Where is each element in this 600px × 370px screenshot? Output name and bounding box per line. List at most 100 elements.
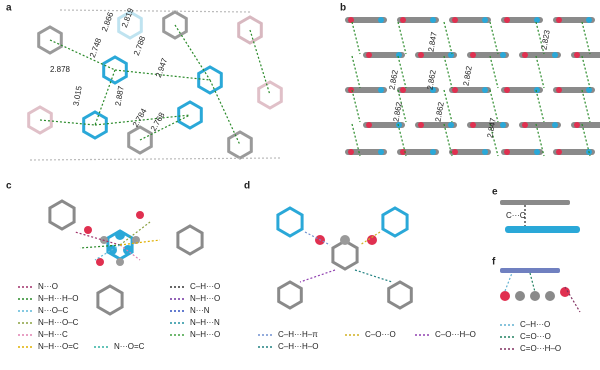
h-bond [443,21,453,55]
molecule-ring [102,55,128,85]
atom [522,52,528,58]
atom [400,17,406,23]
atom [448,122,454,128]
h-bond [529,272,536,293]
molecule-layer [449,149,491,155]
legend-label: N···O=C [114,342,145,351]
h-bond [29,157,281,161]
atom [470,52,476,58]
h-bond [535,21,545,55]
legend-label: N···N [190,306,210,315]
legend-label: C–H···H–O [278,342,318,351]
h-bond [94,69,116,126]
atom [378,149,384,155]
molecule-layer [500,268,560,273]
atom [504,149,510,155]
molecule-ring [387,280,413,310]
h-bond [489,89,499,123]
h-bond [443,55,453,89]
molecule-layer [345,87,387,93]
legend-label: C–H···H–π [278,330,318,339]
h-bond [443,89,453,123]
atom [430,149,436,155]
panel-label: a [6,3,12,14]
legend-label: N–H···O=C [38,342,79,351]
distance-label: 2.784 [131,106,149,128]
molecule-layer [449,87,491,93]
atom [470,122,476,128]
atom [452,87,458,93]
distance-label: 2.862 [461,65,473,87]
molecule-layer [467,122,509,128]
panel-label: e [492,187,498,198]
atom [418,122,424,128]
h-bond [581,123,591,157]
molecule-ring [82,110,108,140]
molecule-layer [397,17,439,23]
h-bond [304,231,331,246]
atom [348,87,354,93]
molecule-ring [48,199,76,231]
h-bond [351,89,361,123]
atom [534,87,540,93]
legend-label: C=O···H–O [520,344,561,353]
distance-label: 2.823 [539,29,551,51]
h-bond [504,272,513,292]
distance-label: 2.788 [132,34,147,56]
h-bond [397,21,407,55]
atom [348,17,354,23]
h-bond [354,269,393,283]
annotation: C···C [506,211,526,220]
legend-label: N···O–C [38,306,68,315]
h-bond [174,24,211,81]
molecule-layer [501,87,543,93]
molecule-layer [553,87,595,93]
panel-label: d [244,181,250,192]
molecule-ring [381,206,409,238]
atom [430,17,436,23]
atom [400,87,406,93]
molecule-layer [467,52,509,58]
molecule-ring [331,239,359,271]
atom [534,17,540,23]
atom [530,291,540,301]
h-bond [535,55,545,89]
molecule-layer [397,87,439,93]
molecule-ring [27,105,53,135]
molecule-layer [397,149,439,155]
atom [96,258,104,266]
molecule-ring [237,15,263,45]
molecule-ring [197,65,223,95]
atom [348,149,354,155]
atom [522,122,528,128]
h-bond [535,89,545,123]
h-bond [59,9,251,13]
molecule-ring [177,100,203,130]
atom [574,122,580,128]
h-bond [119,239,161,246]
molecule-ring [257,80,283,110]
molecule-ring [276,206,304,238]
h-bond [299,269,336,283]
atom [366,122,372,128]
distance-label: 2.768 [149,110,167,132]
h-bond [351,55,361,89]
molecule-layer [449,17,491,23]
molecule-ring [117,10,143,40]
panel-label: f [492,257,496,268]
molecule-ring [127,125,153,155]
distance-label: 2.878 [50,65,71,74]
atom [378,17,384,23]
h-bond [489,21,499,55]
molecule-layer [553,149,595,155]
legend-label: C–H···O [190,282,220,291]
atom [132,236,140,244]
atom [430,87,436,93]
atom [552,122,558,128]
distance-label: 2.847 [485,117,497,139]
molecule-layer [345,149,387,155]
panel-label: b [340,3,346,14]
h-bond [581,55,591,89]
atom [136,211,144,219]
atom [396,52,402,58]
